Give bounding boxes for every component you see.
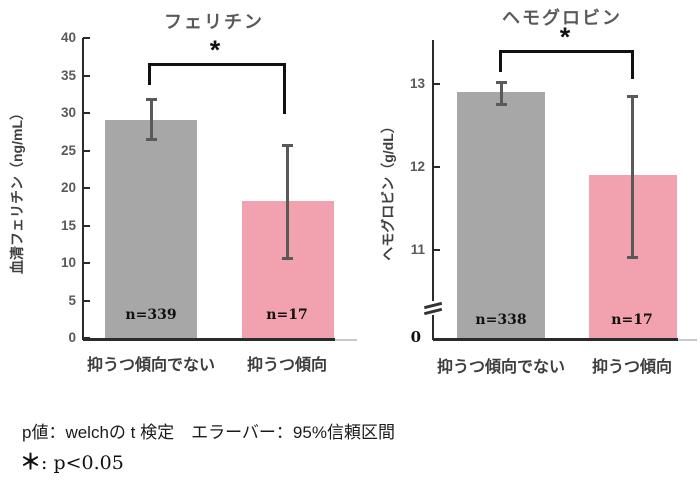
- y-tick: [433, 83, 440, 85]
- y-tick: [83, 37, 90, 39]
- significance-asterisk-hemoglobin: *: [559, 22, 571, 52]
- significance-bracket-left: [499, 50, 502, 72]
- error-bar-cap-top: [282, 143, 293, 147]
- sample-size-label: n=17: [266, 307, 308, 323]
- y-tick: [83, 187, 90, 189]
- sample-size-label: n=17: [611, 312, 653, 328]
- significance-bracket-top: [499, 50, 634, 53]
- x-axis-extension: [335, 338, 357, 341]
- x-category-label: 抑うつ傾向でない: [86, 357, 215, 374]
- sample-size-label: n=339: [125, 307, 177, 323]
- significance-asterisk-ferritin: *: [209, 35, 221, 65]
- y-tick-label: 5: [68, 292, 76, 308]
- error-bar-cap-bottom: [145, 138, 157, 141]
- error-bar-cap-top: [495, 80, 507, 84]
- y-tick: [83, 74, 90, 77]
- y-tick-label: 30: [60, 105, 76, 120]
- error-bar-cap-bottom: [627, 256, 638, 260]
- significance-bracket-right: [283, 63, 286, 114]
- x-axis: [83, 338, 335, 341]
- chart-title-hemoglobin: ヘモグロビン: [502, 8, 622, 28]
- footnote-significance: ＊: p<0.05: [20, 446, 124, 476]
- y-axis: [432, 40, 434, 340]
- error-bar: [631, 96, 634, 259]
- error-bar: [286, 144, 289, 260]
- y-tick: [83, 337, 90, 339]
- y-tick-label-zero: 0: [410, 328, 421, 346]
- error-bar-cap-bottom: [495, 102, 507, 106]
- significance-bracket-left: [148, 63, 151, 85]
- x-category-label: 抑うつ傾向: [591, 359, 672, 376]
- x-category-label: 抑うつ傾向でない: [436, 359, 565, 376]
- error-bar-cap-top: [145, 97, 157, 101]
- error-bar: [149, 98, 153, 140]
- error-bar: [499, 81, 503, 105]
- y-tick-label: 40: [60, 30, 76, 45]
- significance-bracket-right: [631, 50, 634, 79]
- bar-not-depressed: [105, 119, 197, 338]
- sample-size-label: n=338: [475, 312, 527, 328]
- y-tick-label: 15: [60, 217, 76, 233]
- footnote-method: p値：welchの t 検定 エラーバー：95%信頼区間: [22, 423, 395, 442]
- error-bar-cap-bottom: [282, 257, 293, 261]
- y-tick: [83, 112, 90, 114]
- footnote-asterisk: ＊: [20, 449, 41, 474]
- y-tick-label: 35: [60, 67, 76, 83]
- y-tick: [433, 249, 440, 251]
- x-axis: [433, 338, 678, 341]
- y-tick-label: 13: [409, 76, 425, 91]
- y-tick-label: 25: [60, 142, 76, 158]
- y-tick-label: 12: [409, 159, 425, 174]
- y-tick: [83, 224, 90, 227]
- y-tick: [83, 262, 90, 264]
- error-bar-cap-top: [627, 95, 638, 99]
- y-tick-label: 10: [60, 255, 76, 270]
- bar-not-depressed: [457, 92, 545, 338]
- y-tick: [83, 299, 90, 302]
- significance-bracket-top: [148, 63, 286, 66]
- y-tick: [83, 149, 90, 152]
- x-axis-extension: [678, 338, 697, 341]
- x-category-label: 抑うつ傾向: [246, 357, 327, 374]
- chart-title-ferritin: フェリチン: [164, 12, 264, 32]
- footnote-pvalue: : p<0.05: [41, 452, 124, 474]
- y-tick-label: 11: [410, 242, 425, 257]
- y-axis: [82, 38, 84, 340]
- y-tick-label: 20: [60, 180, 76, 195]
- y-tick-label: 0: [68, 330, 76, 345]
- y-tick: [433, 166, 440, 168]
